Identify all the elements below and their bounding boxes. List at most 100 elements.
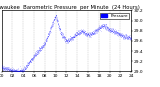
Point	[78, 32, 81, 34]
Point	[80, 31, 82, 32]
Point	[106, 26, 108, 27]
Point	[58, 28, 61, 30]
Point	[102, 25, 105, 26]
Point	[83, 30, 85, 31]
Point	[117, 32, 119, 33]
Point	[84, 32, 87, 34]
Point	[38, 46, 41, 48]
Point	[91, 32, 94, 33]
Point	[27, 64, 30, 65]
Point	[68, 40, 71, 41]
Point	[46, 38, 48, 39]
Point	[105, 24, 108, 25]
Point	[60, 33, 62, 35]
Point	[52, 22, 54, 23]
Point	[128, 39, 131, 40]
Point	[52, 25, 54, 26]
Point	[90, 32, 93, 33]
Point	[100, 26, 102, 27]
Point	[17, 69, 20, 71]
Point	[11, 71, 13, 72]
Point	[64, 40, 67, 41]
Point	[50, 27, 52, 29]
Point	[60, 32, 62, 33]
Point	[67, 38, 69, 40]
Point	[48, 32, 51, 34]
Point	[107, 28, 110, 30]
Point	[22, 71, 24, 72]
Point	[8, 68, 11, 69]
Point	[61, 33, 64, 35]
Point	[120, 35, 122, 36]
Point	[112, 31, 115, 32]
Point	[66, 39, 69, 41]
Point	[75, 34, 77, 35]
Point	[21, 70, 24, 71]
Point	[93, 32, 96, 33]
Point	[2, 68, 4, 70]
Point	[70, 37, 72, 39]
Point	[53, 17, 56, 18]
Point	[72, 36, 75, 37]
Point	[97, 29, 100, 30]
Point	[80, 31, 83, 32]
Point	[33, 55, 36, 57]
Point	[91, 32, 93, 33]
Point	[129, 38, 132, 39]
Point	[114, 33, 117, 35]
Point	[35, 50, 38, 52]
Point	[118, 32, 121, 33]
Point	[81, 31, 84, 33]
Point	[51, 25, 53, 26]
Point	[100, 25, 103, 26]
Point	[16, 71, 18, 72]
Point	[44, 38, 47, 40]
Point	[120, 35, 122, 37]
Point	[102, 25, 104, 27]
Point	[72, 36, 75, 37]
Point	[130, 36, 132, 37]
Point	[47, 32, 50, 33]
Point	[73, 36, 76, 38]
Point	[114, 30, 116, 32]
Point	[86, 33, 89, 35]
Point	[69, 38, 72, 40]
Point	[10, 69, 12, 70]
Point	[70, 38, 73, 39]
Point	[107, 30, 109, 31]
Point	[26, 64, 29, 65]
Point	[64, 39, 67, 40]
Point	[10, 71, 13, 72]
Point	[63, 37, 65, 39]
Point	[113, 33, 115, 34]
Point	[18, 70, 20, 72]
Point	[56, 20, 58, 21]
Point	[66, 39, 69, 40]
Point	[41, 47, 43, 49]
Point	[109, 28, 111, 30]
Point	[23, 67, 25, 69]
Point	[89, 34, 92, 35]
Point	[62, 37, 64, 38]
Point	[41, 46, 44, 48]
Point	[116, 35, 119, 37]
Point	[46, 36, 49, 38]
Point	[4, 70, 7, 71]
Point	[113, 29, 116, 31]
Point	[19, 69, 21, 70]
Point	[9, 69, 12, 71]
Point	[107, 27, 110, 29]
Point	[77, 33, 79, 35]
Point	[71, 36, 74, 37]
Point	[121, 35, 123, 36]
Point	[32, 58, 34, 59]
Point	[76, 33, 78, 34]
Point	[101, 24, 104, 26]
Point	[40, 49, 42, 50]
Point	[31, 59, 33, 60]
Point	[124, 36, 126, 38]
Point	[124, 37, 127, 38]
Point	[116, 31, 118, 32]
Point	[79, 33, 81, 34]
Point	[37, 51, 39, 52]
